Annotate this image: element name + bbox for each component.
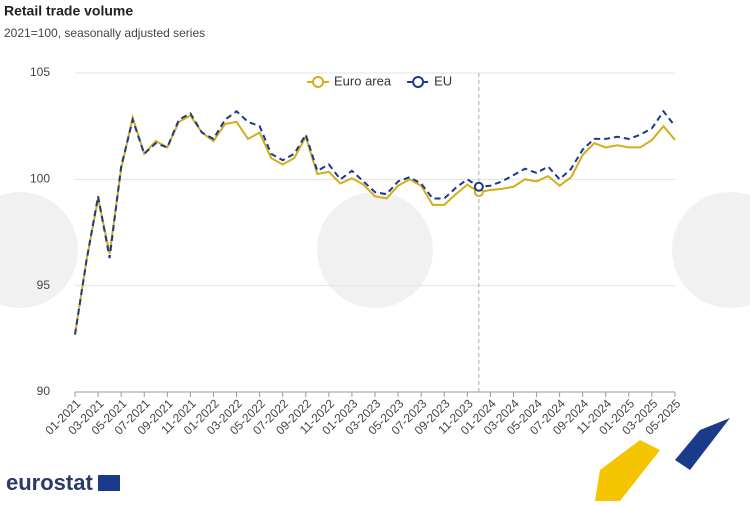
- y-tick-label: 100: [30, 172, 50, 186]
- y-tick-label: 95: [37, 278, 51, 292]
- legend-swatch: [412, 76, 425, 88]
- chart-subtitle: 2021=100, seasonally adjusted series: [4, 26, 205, 40]
- chart-title: Retail trade volume: [4, 3, 133, 19]
- y-tick-label: 105: [30, 65, 50, 79]
- decor: [595, 440, 660, 501]
- legend-label: EU: [434, 73, 452, 88]
- decor: [675, 418, 730, 470]
- hover-marker: [473, 181, 484, 192]
- legend-swatch: [312, 76, 324, 88]
- legend-label: Euro area: [334, 73, 392, 88]
- y-tick-label: 90: [37, 384, 51, 398]
- series-line: [74, 109, 676, 335]
- watermark: [0, 192, 750, 308]
- logo: eurostat: [6, 470, 93, 495]
- eu-flag: [98, 475, 120, 491]
